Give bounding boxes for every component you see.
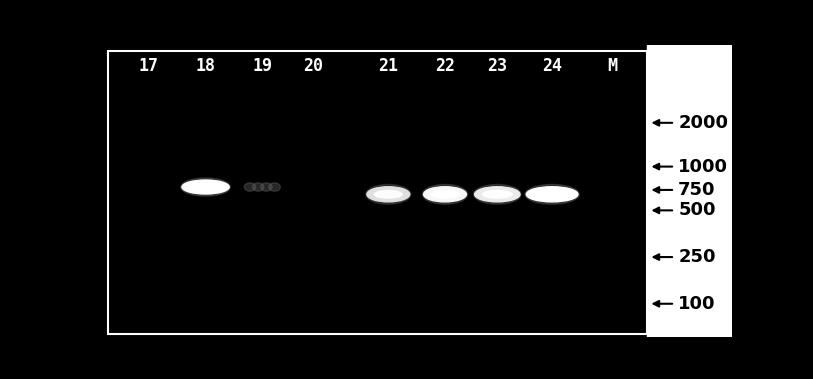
Bar (108, 51, 646, 334)
Ellipse shape (190, 183, 221, 191)
Ellipse shape (367, 187, 410, 202)
Text: 17: 17 (139, 57, 159, 75)
Text: M: M (607, 57, 617, 75)
Text: 20: 20 (302, 57, 323, 75)
Text: 1000: 1000 (678, 158, 728, 175)
Text: 18: 18 (196, 57, 215, 75)
Ellipse shape (374, 191, 402, 198)
Ellipse shape (525, 185, 579, 204)
Ellipse shape (424, 187, 467, 202)
Text: 100: 100 (678, 295, 715, 313)
Text: 21: 21 (378, 57, 398, 75)
Ellipse shape (244, 183, 256, 191)
Ellipse shape (473, 185, 521, 204)
Text: 24: 24 (542, 57, 562, 75)
Ellipse shape (269, 183, 280, 191)
Text: 2000: 2000 (678, 114, 728, 132)
Ellipse shape (526, 187, 578, 202)
Ellipse shape (261, 183, 272, 191)
Ellipse shape (535, 191, 569, 198)
Text: 19: 19 (252, 57, 272, 75)
Ellipse shape (180, 178, 230, 196)
Ellipse shape (366, 185, 411, 204)
Text: 750: 750 (678, 181, 715, 199)
Text: 500: 500 (678, 201, 715, 219)
Bar (646, 45, 732, 337)
Ellipse shape (423, 185, 467, 204)
Text: 23: 23 (487, 57, 507, 75)
Ellipse shape (475, 187, 520, 202)
Ellipse shape (182, 180, 229, 194)
Text: 22: 22 (435, 57, 455, 75)
Text: 250: 250 (678, 248, 715, 266)
Ellipse shape (253, 183, 264, 191)
Ellipse shape (483, 191, 512, 198)
Ellipse shape (431, 191, 459, 198)
